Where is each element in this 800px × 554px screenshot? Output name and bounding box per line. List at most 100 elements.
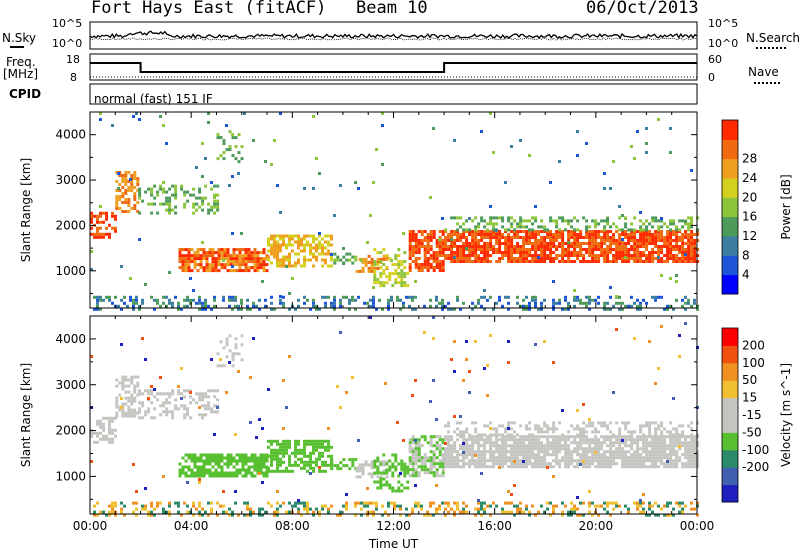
echo-cell: [256, 269, 260, 273]
echo-cell: [510, 257, 514, 260]
echo-cell: [198, 406, 201, 409]
echo-cell: [669, 501, 672, 505]
echo-cell: [561, 257, 565, 260]
echo-cell: [519, 254, 523, 257]
echo-cell: [669, 456, 673, 460]
echo-cell: [582, 242, 586, 245]
echo-cell: [513, 236, 517, 239]
echo-cell: [171, 193, 175, 197]
echo-cell: [187, 269, 191, 273]
echo-cell: [480, 501, 483, 505]
echo-cell: [660, 257, 664, 260]
echo-cell: [495, 236, 499, 239]
echo-cell: [516, 450, 520, 454]
echo-cell: [528, 242, 532, 245]
echo-cell: [193, 251, 197, 255]
echo-cell: [252, 510, 255, 514]
colorbar-segment: [722, 139, 738, 160]
echo-cell: [124, 390, 128, 394]
echo-cell: [253, 453, 257, 457]
echo-cell: [282, 264, 285, 268]
echo-cell: [534, 248, 538, 251]
echo-cell: [408, 239, 412, 242]
echo-cell: [406, 284, 410, 288]
colorbar-tick-label: -50: [742, 425, 762, 439]
echo-cell: [376, 465, 380, 469]
echo-cell: [618, 444, 622, 448]
echo-cell: [141, 504, 144, 508]
echo-cell: [438, 245, 442, 248]
echo-cell: [361, 472, 365, 476]
echo-cell: [291, 469, 294, 473]
echo-cell: [561, 242, 565, 245]
echo-cell: [474, 430, 478, 434]
echo-cell: [459, 236, 463, 239]
echo-cell: [669, 450, 673, 454]
echo-cell: [600, 459, 604, 463]
echo-cell: [99, 205, 102, 208]
echo-cell: [579, 501, 582, 505]
echo-cell: [133, 171, 137, 174]
echo-cell: [217, 474, 221, 478]
echo-cell: [561, 216, 565, 220]
echo-cell: [537, 242, 541, 245]
echo-cell: [678, 251, 682, 254]
echo-cell: [681, 239, 685, 242]
echo-cell: [361, 269, 365, 273]
echo-cell: [267, 240, 270, 244]
echo-cell: [270, 246, 273, 250]
echo-cell: [594, 459, 598, 463]
echo-cell: [312, 237, 315, 241]
echo-cell: [426, 260, 430, 263]
echo-cell: [681, 304, 684, 308]
echo-cell: [576, 295, 579, 299]
echo-cell: [624, 233, 628, 236]
freq-panel-frame: [89, 53, 698, 81]
echo-cell: [651, 438, 655, 442]
echo-cell: [606, 222, 610, 226]
echo-cell: [636, 444, 640, 448]
echo-cell: [358, 466, 362, 470]
echo-cell: [678, 456, 682, 460]
echo-cell: [121, 408, 125, 412]
echo-cell: [184, 471, 188, 475]
echo-cell: [420, 269, 424, 272]
echo-cell: [321, 243, 324, 247]
echo-cell: [573, 435, 577, 439]
echo-cell: [447, 424, 451, 428]
echo-cell: [309, 252, 312, 256]
echo-cell: [408, 230, 412, 233]
echo-cell: [213, 304, 216, 308]
echo-cell: [618, 447, 622, 451]
echo-cell: [501, 438, 505, 442]
echo-cell: [681, 225, 685, 229]
echo-cell: [114, 513, 117, 517]
echo-cell: [633, 462, 637, 466]
echo-cell: [435, 257, 439, 260]
echo-cell: [414, 242, 418, 245]
echo-cell: [181, 248, 185, 252]
echo-cell: [114, 214, 117, 218]
echo-cell: [456, 421, 460, 425]
echo-cell: [241, 456, 245, 460]
echo-cell: [397, 474, 401, 478]
echo-cell: [303, 301, 306, 305]
echo-cell: [247, 468, 251, 472]
echo-cell: [648, 507, 651, 511]
echo-cell: [528, 236, 532, 239]
echo-cell: [115, 201, 119, 204]
echo-cell: [507, 242, 511, 245]
echo-cell: [240, 157, 244, 161]
echo-cell: [618, 257, 622, 260]
echo-cell: [303, 454, 306, 458]
echo-cell: [253, 456, 257, 460]
echo-cell: [567, 241, 570, 244]
echo-cell: [663, 465, 667, 469]
echo-cell: [147, 407, 151, 411]
echo-cell: [471, 245, 475, 248]
echo-cell: [318, 510, 321, 514]
echo-cell: [285, 265, 288, 268]
echo-cell: [270, 442, 273, 446]
echo-cell: [220, 248, 224, 252]
echo-cell: [192, 513, 195, 517]
